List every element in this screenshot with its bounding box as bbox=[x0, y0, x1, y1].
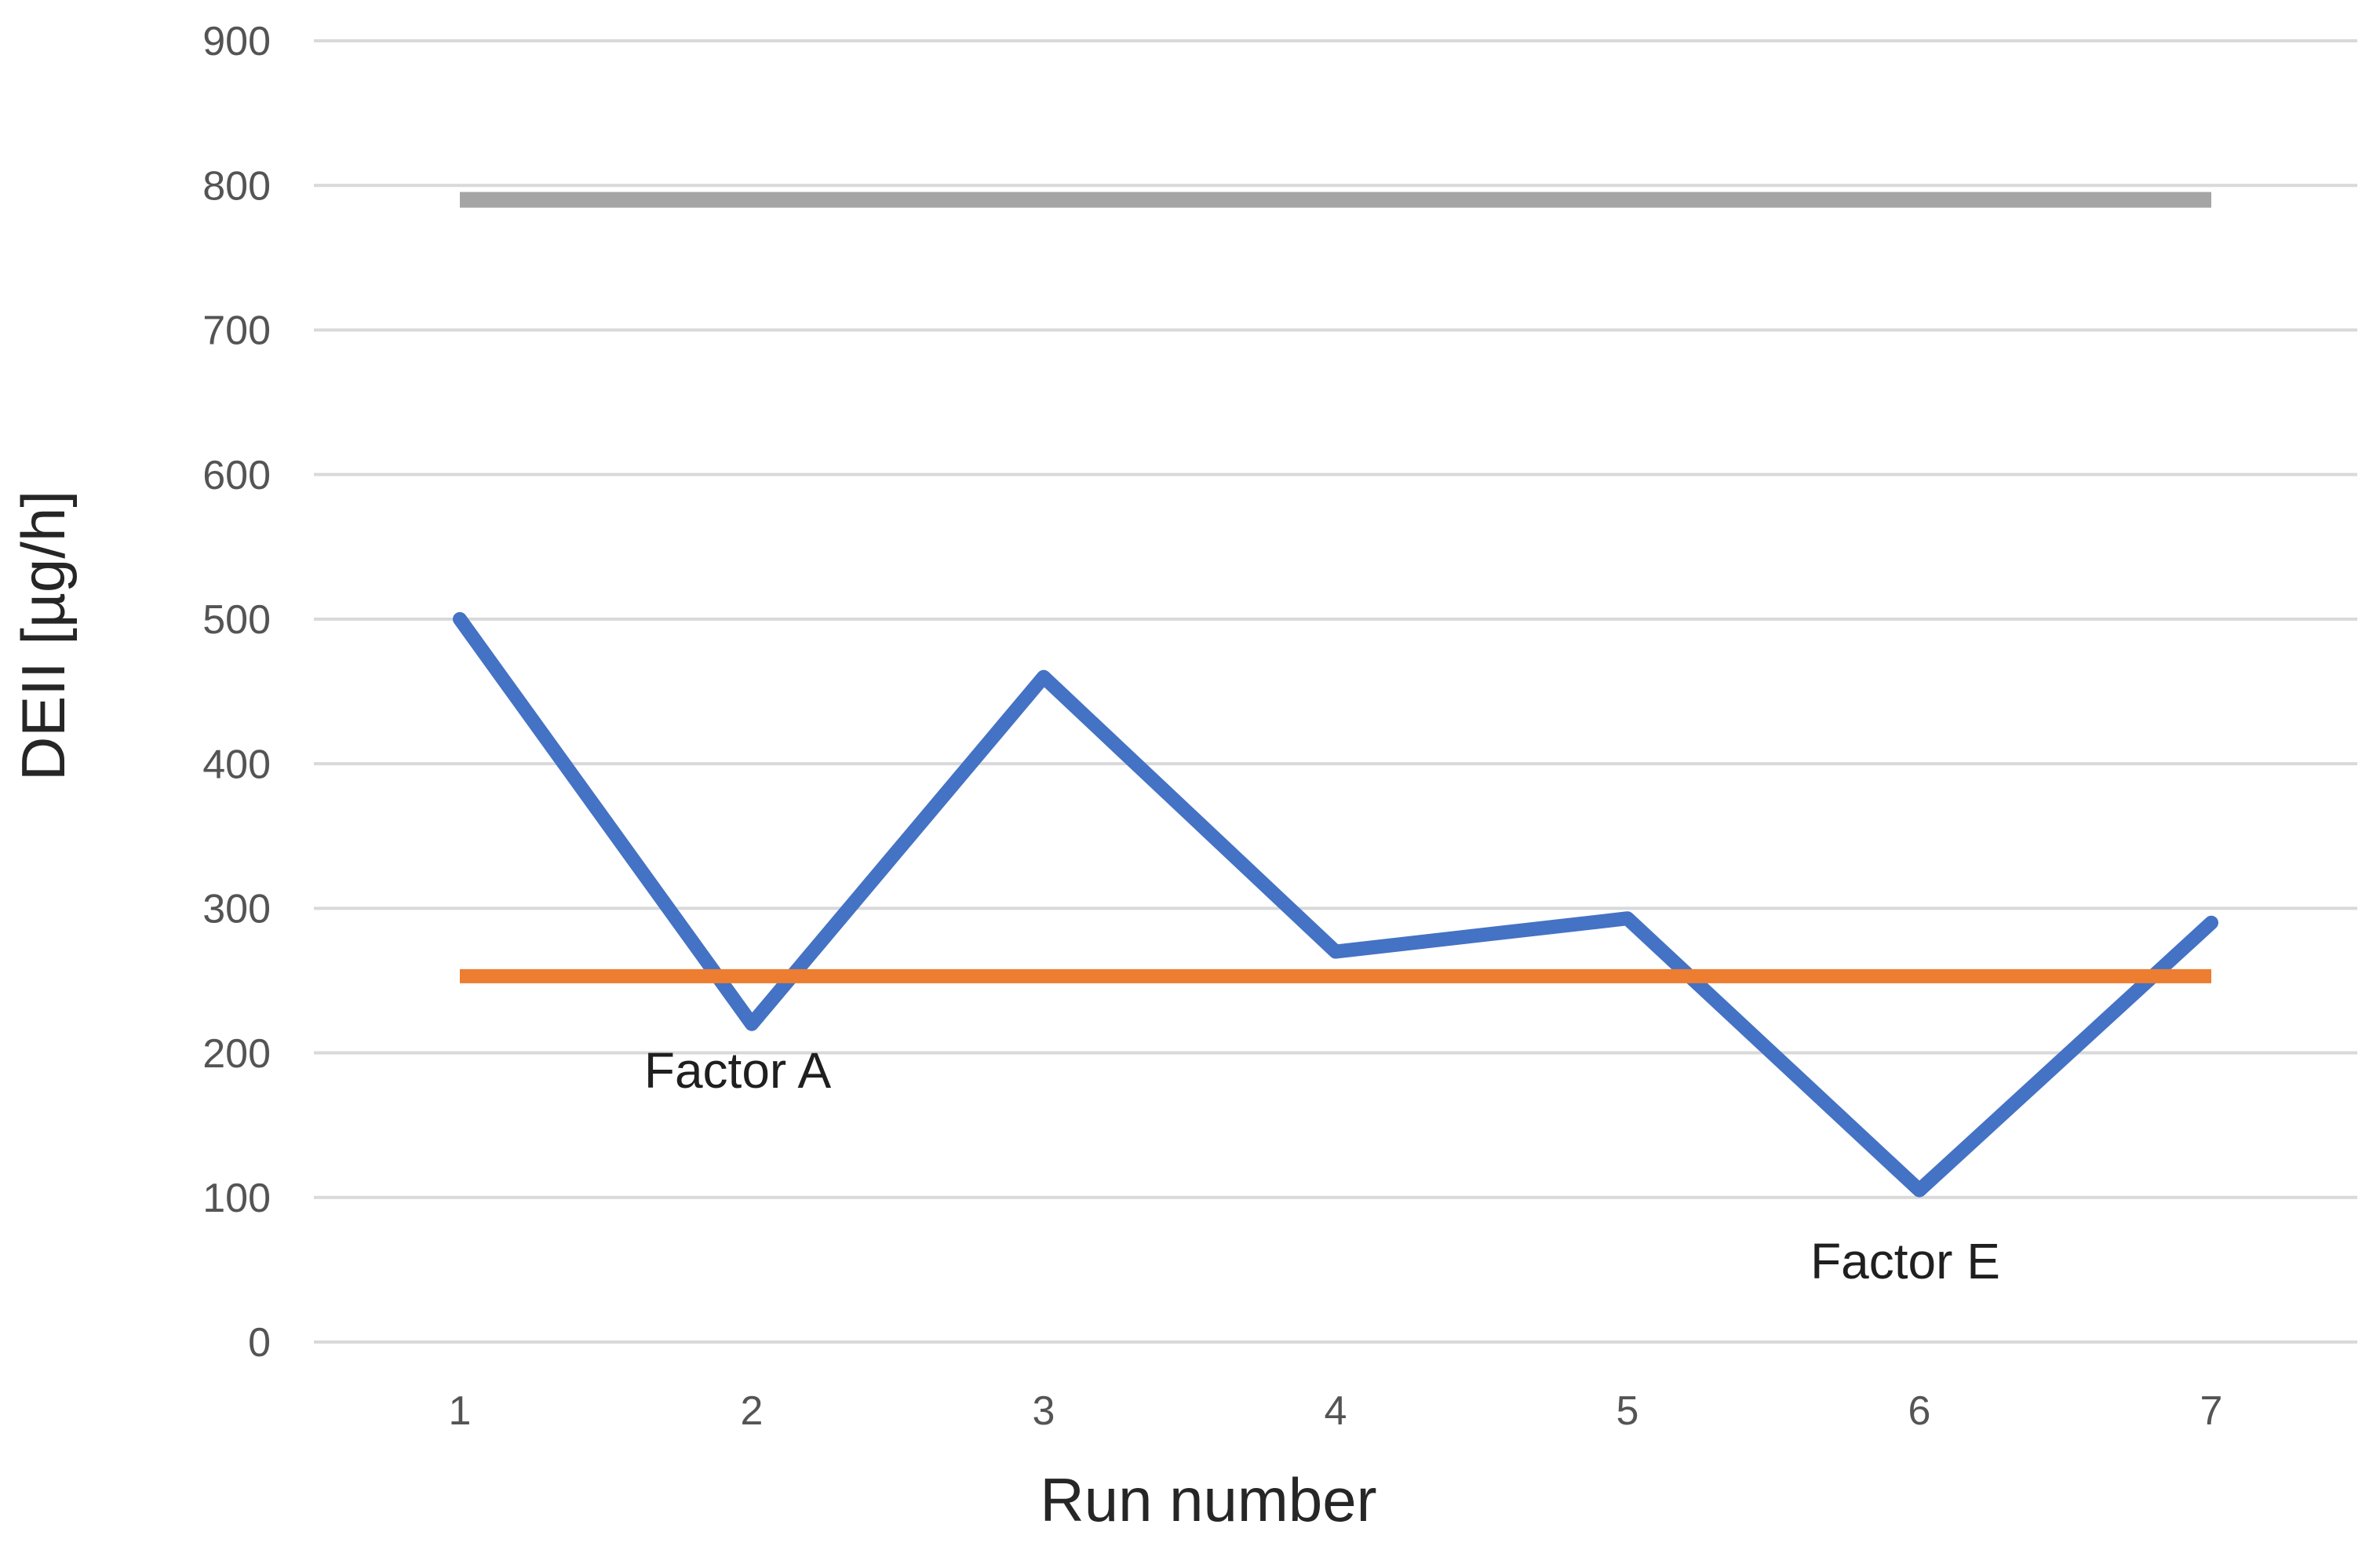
x-axis-title: Run number bbox=[1040, 1465, 1376, 1534]
series-layer bbox=[453, 191, 2218, 1198]
y-tick-label: 300 bbox=[202, 887, 271, 932]
x-tick-label: 6 bbox=[1908, 1388, 1931, 1434]
y-tick-label: 0 bbox=[248, 1320, 271, 1366]
y-tick-label: 200 bbox=[202, 1031, 271, 1077]
series-line-deii-per-run bbox=[453, 611, 2218, 1198]
y-tick-label: 900 bbox=[202, 19, 271, 64]
x-tick-label: 3 bbox=[1033, 1388, 1055, 1434]
x-tick-label: 7 bbox=[2200, 1388, 2223, 1434]
y-tick-label: 100 bbox=[202, 1176, 271, 1221]
x-tick-label: 1 bbox=[449, 1388, 472, 1434]
annotation-label: Factor E bbox=[1810, 1233, 2000, 1289]
y-tick-label: 700 bbox=[202, 308, 271, 354]
x-tick-label: 2 bbox=[741, 1388, 764, 1434]
x-tick-label: 5 bbox=[1616, 1388, 1639, 1434]
y-tick-label: 600 bbox=[202, 453, 271, 498]
annotation-label: Factor A bbox=[644, 1042, 832, 1099]
y-tick-label: 500 bbox=[202, 597, 271, 643]
x-tick-label: 4 bbox=[1325, 1388, 1347, 1434]
y-tick-label: 400 bbox=[202, 742, 271, 787]
axis-labels-layer: 0 100 200 300 400 500 600 700 800 900 1 2 3 4 5 6 7 Facto… bbox=[202, 19, 2222, 1434]
y-tick-label: 800 bbox=[202, 163, 271, 209]
y-axis-title: DEII [µg/h] bbox=[9, 491, 78, 781]
gridlines-layer bbox=[314, 39, 2357, 1344]
